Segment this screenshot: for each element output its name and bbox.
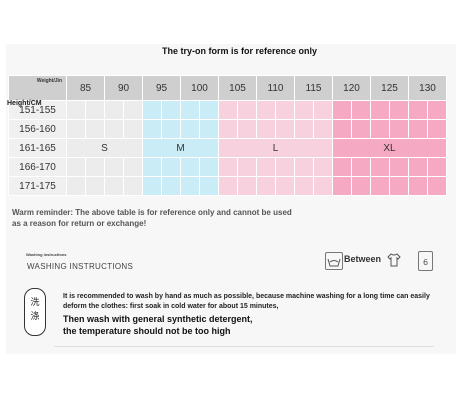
table-row: 161-165 S M L XL <box>8 138 447 158</box>
size-table: Weight/Jin Height/CM 85 90 95 100 105 11… <box>7 75 447 196</box>
hand-wash-icon <box>325 252 343 270</box>
weight-header: 90 <box>104 75 143 101</box>
weight-header: 125 <box>370 75 409 101</box>
weight-axis-label: Weight/Jin <box>36 78 62 84</box>
weight-header: 120 <box>332 75 371 101</box>
size-label-xl: XL <box>332 138 447 158</box>
weight-header: 85 <box>66 75 105 101</box>
height-row-header: 166-170 <box>8 157 67 177</box>
height-row-header: 161-165 <box>8 138 67 158</box>
warm-reminder: Warm reminder: The above table is for re… <box>12 208 292 228</box>
washing-paragraph-2: Then wash with general synthetic deterge… <box>63 314 253 336</box>
shirt-icon <box>386 252 402 268</box>
weight-header: 100 <box>180 75 219 101</box>
washing-small-title: Washing instructions <box>26 252 67 257</box>
height-axis-label: Height/CM <box>7 100 42 107</box>
weight-header: 110 <box>256 75 295 101</box>
size-label-l: L <box>218 138 333 158</box>
divider <box>54 346 434 347</box>
size-label-s: S <box>66 138 143 158</box>
wash-seal: 洗 涤 <box>24 288 46 336</box>
table-row: 156-160 <box>8 119 447 139</box>
table-row: 171-175 <box>8 176 447 196</box>
height-row-header: 156-160 <box>8 119 67 139</box>
seal-char: 洗 <box>30 297 40 307</box>
weight-header: 115 <box>294 75 333 101</box>
weight-header: 130 <box>408 75 447 101</box>
seal-char: 涤 <box>30 311 40 321</box>
between-label: Between <box>344 254 382 264</box>
svg-text:6: 6 <box>423 258 428 267</box>
table-row: 166-170 <box>8 157 447 177</box>
weight-header: 105 <box>218 75 257 101</box>
page-title: The try-on form is for reference only <box>162 46 318 56</box>
size-label-m: M <box>142 138 219 158</box>
height-row-header: 171-175 <box>8 176 67 196</box>
bottle-icon: 6 <box>418 251 433 271</box>
weight-header: 95 <box>142 75 181 101</box>
table-corner-header: Weight/Jin Height/CM <box>7 75 67 107</box>
washing-title: WASHING INSTRUCTIONS <box>27 262 134 271</box>
table-header-row: Weight/Jin Height/CM 85 90 95 100 105 11… <box>7 75 447 107</box>
table-row: 151-155 <box>8 100 447 120</box>
washing-paragraph: It is recommended to wash by hand as muc… <box>63 293 430 310</box>
